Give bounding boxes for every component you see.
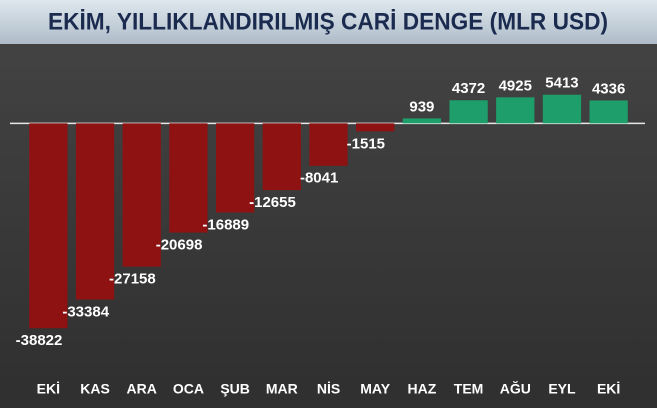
x-tick-label: OCA [173,381,204,397]
bar [402,118,442,124]
bar [122,123,161,267]
x-tick-label: EKİ [37,381,60,397]
x-tick-label: EYL [548,381,576,397]
x-tick-label: AĞU [500,380,531,397]
bar [542,94,582,124]
value-label: 4336 [592,80,625,97]
x-tick-label: MAR [266,381,298,397]
x-tick-label: HAZ [407,381,436,397]
bar [356,123,395,132]
bar [215,123,255,213]
bar [309,123,348,166]
x-tick-label: KAS [80,381,110,397]
value-label: -33384 [62,303,109,320]
x-tick-label: EKİ [597,381,620,397]
chart-title: EKİM, YILLIKLANDIRILMIŞ CARİ DENGE (MLR … [48,8,608,35]
value-label: -16889 [202,216,249,233]
value-label: -8041 [300,170,338,187]
bar [496,97,535,124]
x-tick-label: MAY [360,381,390,397]
value-label: -20698 [156,237,203,254]
value-label: -12655 [249,194,296,211]
x-tick-label: ŞUB [220,381,250,397]
bar [449,100,488,124]
value-label: 5413 [545,75,578,92]
bar [29,123,68,329]
bar [169,123,208,233]
value-label: 4925 [499,77,532,94]
bar [262,123,301,191]
x-tick-label: NİS [317,381,340,397]
x-tick-label: ARA [127,381,157,397]
bar [589,100,628,124]
value-label: -1515 [347,135,385,152]
x-tick-label: TEM [454,381,484,397]
value-label: -27158 [109,271,156,288]
value-label: 4372 [452,80,485,97]
value-label: 939 [409,98,434,115]
bar [75,123,115,300]
value-label: -38822 [16,332,63,349]
header [0,0,657,44]
